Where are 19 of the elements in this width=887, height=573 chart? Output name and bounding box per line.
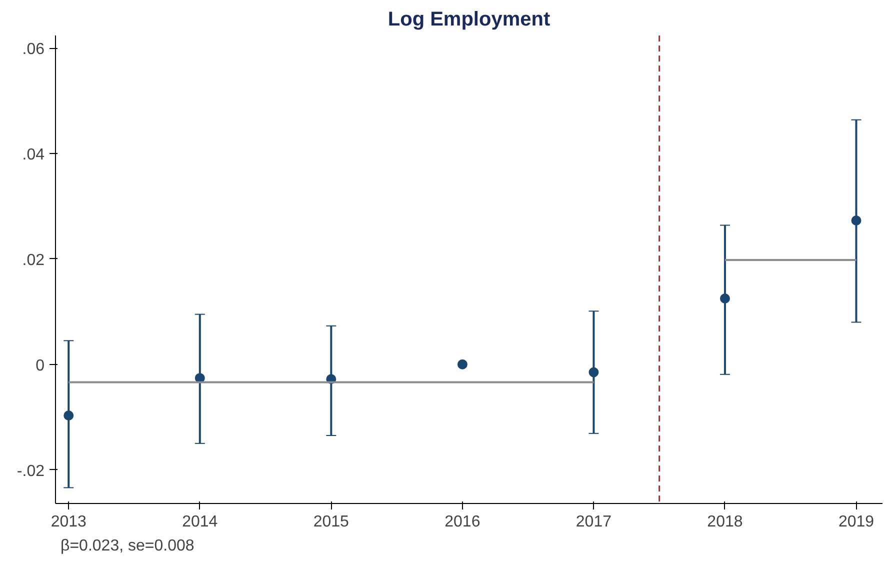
x-tick-label: 2013 — [50, 514, 87, 530]
point — [64, 410, 74, 420]
point — [457, 359, 468, 370]
x-tick-label: 2017 — [576, 514, 612, 530]
point — [851, 215, 862, 226]
point — [588, 367, 599, 378]
point — [720, 293, 730, 304]
x-tick-label: 2019 — [838, 514, 874, 530]
text: β=0.023, se=0.008 — [60, 538, 194, 554]
y-tick-label: .02 — [22, 252, 45, 269]
x-tick-label: 2016 — [444, 514, 480, 530]
y-tick-label: 0 — [36, 357, 45, 374]
x-tick-label: 2018 — [707, 514, 743, 530]
y-tick-label: -.02 — [16, 462, 45, 480]
y-tick-label: .04 — [22, 146, 45, 164]
x-tick-label: 2015 — [313, 514, 350, 530]
x-tick-label: 2014 — [182, 514, 218, 530]
y-tick-label: .06 — [22, 41, 45, 58]
chart-title: Log Employment — [388, 8, 550, 30]
